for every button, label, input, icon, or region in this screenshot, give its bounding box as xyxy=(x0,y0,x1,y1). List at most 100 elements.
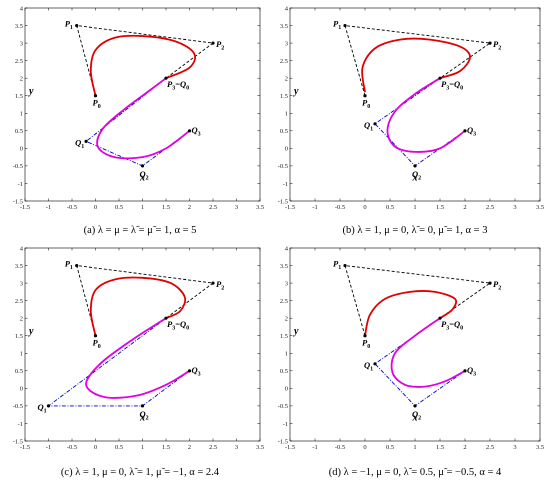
x-tick-label: 2.5 xyxy=(209,204,217,211)
control-point xyxy=(84,139,88,143)
control-point xyxy=(413,164,417,168)
point-label: P2 xyxy=(493,39,501,52)
control-point xyxy=(93,334,98,338)
y-axis-label: y xyxy=(28,86,34,97)
x-axis-label: x xyxy=(139,413,145,424)
curve-q xyxy=(386,77,466,153)
y-tick-label: 4 xyxy=(20,245,24,252)
chart-panel-4: -1.5 -1 -0.5 0 0.5 1 1.5 2 2.5 3 3.5 -1.5 -1 -0.5 0 0.5… xyxy=(278,245,544,478)
y-tick-label: 2.5 xyxy=(15,58,23,65)
point-label: Q1 xyxy=(364,120,373,133)
panel-caption: (c) λ = 1, μ = 0, λ̃ = 1, μ̃ = −1, α = 2… xyxy=(61,467,220,478)
y-tick-label: 2 xyxy=(20,75,23,82)
control-point xyxy=(373,362,377,366)
point-label: P3=Q0 xyxy=(441,319,463,332)
x-tick-label: 0.5 xyxy=(115,444,123,451)
x-tick-label: 1 xyxy=(141,204,144,211)
control-point xyxy=(343,23,347,28)
x-tick-label: 2 xyxy=(463,444,466,451)
y-tick-label: 4 xyxy=(285,245,289,252)
y-tick-label: 4 xyxy=(20,5,24,12)
control-polygon-p xyxy=(344,265,492,336)
control-point xyxy=(46,404,51,408)
y-tick-label: 2.5 xyxy=(15,298,23,305)
y-tick-label: 1 xyxy=(20,111,23,118)
y-tick-label: -1 xyxy=(283,421,288,428)
y-tick-label: -1 xyxy=(18,421,23,428)
x-tick-label: 2.5 xyxy=(486,204,494,211)
y-tick-label: 2 xyxy=(285,315,288,322)
y-tick-label: 4 xyxy=(285,5,289,12)
y-tick-label: -1.5 xyxy=(13,198,23,205)
y-tick-label: 0.5 xyxy=(280,368,288,375)
curve-q xyxy=(96,77,191,160)
x-tick-label: 1 xyxy=(413,444,416,451)
control-point xyxy=(140,164,145,168)
x-tick-label: -1.5 xyxy=(20,444,30,451)
y-tick-label: 1.5 xyxy=(15,333,23,340)
control-polygon-p xyxy=(76,25,215,96)
y-tick-label: 3.5 xyxy=(15,263,23,270)
x-tick-label: -1 xyxy=(46,204,51,211)
x-axis-label: x xyxy=(139,173,145,184)
x-tick-label: 1 xyxy=(141,444,144,451)
point-label: Q3 xyxy=(192,365,201,378)
control-polygon-q xyxy=(374,317,466,407)
control-point xyxy=(140,404,145,408)
y-tick-label: -1.5 xyxy=(278,438,288,445)
control-point xyxy=(187,369,192,373)
x-tick-label: 1.5 xyxy=(436,204,444,211)
y-tick-label: 0 xyxy=(20,386,23,393)
point-label: Q2 xyxy=(140,409,149,422)
x-tick-label: 2 xyxy=(188,204,191,211)
point-label: Q2 xyxy=(412,409,421,422)
y-tick-label: -1 xyxy=(283,181,288,188)
y-tick-label: 3 xyxy=(20,280,23,287)
x-tick-label: 1.5 xyxy=(162,444,170,451)
control-point xyxy=(488,41,492,45)
x-tick-label: 3.5 xyxy=(256,204,264,211)
control-point xyxy=(93,94,98,98)
y-tick-label: -1.5 xyxy=(278,198,288,205)
curve-p xyxy=(361,37,471,93)
point-label: Q1 xyxy=(38,402,47,415)
y-axis-label: y xyxy=(293,326,299,337)
y-tick-label: 2.5 xyxy=(280,58,288,65)
y-tick-label: 0 xyxy=(285,386,288,393)
control-point xyxy=(211,41,215,45)
y-axis-label: y xyxy=(293,86,299,97)
control-point xyxy=(343,263,347,268)
panel-caption: (b) λ = 1, μ = 0, λ̃ = 0, μ̃ = 1, α = 3 xyxy=(343,225,488,236)
x-tick-label: 1 xyxy=(413,204,416,211)
point-label: P0 xyxy=(362,338,370,351)
control-point xyxy=(438,316,442,320)
x-tick-label: -0.5 xyxy=(67,204,77,211)
y-tick-label: 0.5 xyxy=(15,128,23,135)
x-tick-label: -0.5 xyxy=(335,204,345,211)
y-tick-label: -0.5 xyxy=(278,403,288,410)
chart-panel-1: -1.5 -1 -0.5 0 0.5 1 1.5 2 2.5 3 3.5 -1.5 -1 -0.5 0 0.5… xyxy=(13,5,264,236)
control-point xyxy=(463,129,467,133)
point-label: Q3 xyxy=(467,365,476,378)
y-tick-label: -0.5 xyxy=(278,163,288,170)
control-point xyxy=(488,281,492,285)
chart-panel-3: -1.5 -1 -0.5 0 0.5 1 1.5 2 2.5 3 3.5 -1.5 -1 -0.5 0 0.5… xyxy=(13,245,264,478)
x-axis-label: x xyxy=(412,413,418,424)
point-label: P1 xyxy=(65,259,73,272)
chart-panel-2: -1.5 -1 -0.5 0 0.5 1 1.5 2 2.5 3 3.5 -1.5 -1 -0.5 0 0.5… xyxy=(278,5,544,236)
point-label: Q1 xyxy=(75,137,84,150)
x-tick-label: 1.5 xyxy=(436,444,444,451)
y-tick-label: 3 xyxy=(285,40,288,47)
control-polygon-p xyxy=(344,25,492,96)
y-tick-label: 3.5 xyxy=(15,23,23,30)
x-tick-label: 3.5 xyxy=(536,444,544,451)
y-tick-label: 1 xyxy=(285,111,288,118)
x-tick-label: 2.5 xyxy=(209,444,217,451)
y-tick-label: 2 xyxy=(285,75,288,82)
point-label: P2 xyxy=(493,279,501,292)
control-point xyxy=(373,122,377,126)
x-tick-label: 3.5 xyxy=(256,444,264,451)
point-label: Q3 xyxy=(192,125,201,138)
x-tick-label: 3 xyxy=(513,444,516,451)
